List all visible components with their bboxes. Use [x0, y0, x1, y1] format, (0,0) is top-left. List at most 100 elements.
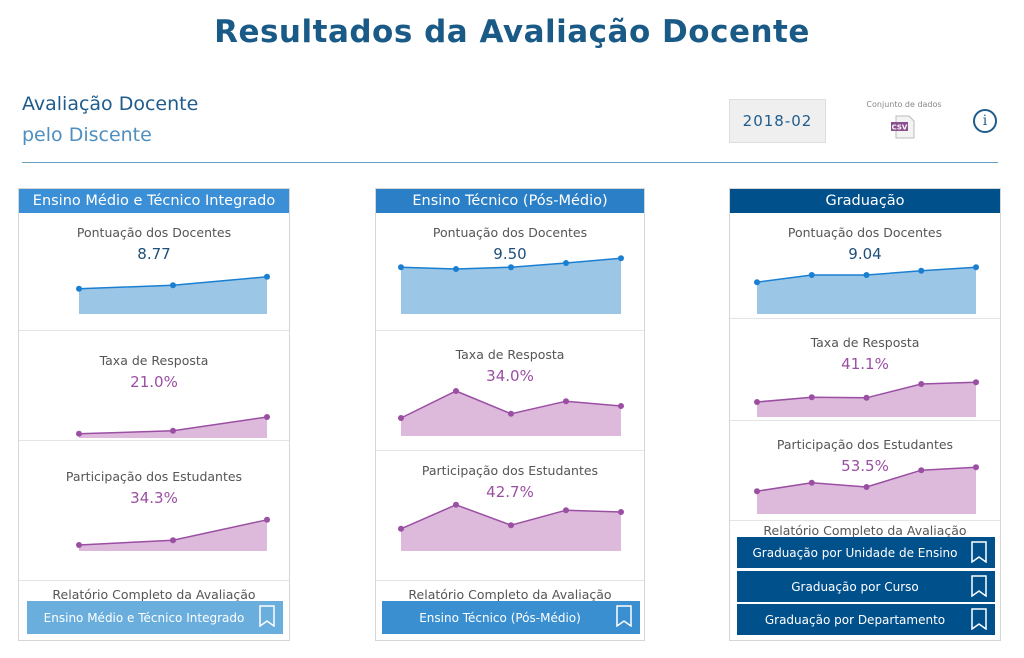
metric-value: 34.3% [130, 489, 178, 507]
info-icon[interactable]: i [973, 109, 997, 133]
report-button[interactable]: Graduação por Unidade de Ensino [737, 537, 995, 568]
metric-section [730, 213, 1000, 319]
sparkline-area [79, 417, 267, 438]
sparkline-point [918, 467, 925, 474]
sparkline-point [808, 479, 815, 486]
sparkline-area [79, 276, 267, 314]
sparkline-point [563, 398, 569, 405]
metric-label: Pontuação dos Docentes [432, 225, 588, 240]
period-selector[interactable]: 2018-02 [729, 99, 826, 143]
sparkline-chart [76, 516, 270, 551]
panel-3: Graduação Pontuação dos Docentes 9.04 Taxa … [729, 188, 1001, 641]
metric-label: Participação dos Estudantes [65, 469, 243, 484]
metric-value: 9.50 [493, 245, 527, 263]
report-button[interactable]: Graduação por Departamento [737, 604, 995, 635]
sparkline-point [453, 501, 459, 508]
metric-value: 41.1% [841, 355, 889, 373]
sparkline-chart [398, 388, 624, 436]
sparkline-area [757, 467, 976, 514]
sparkline-point [76, 285, 82, 292]
bookmark-icon [971, 575, 987, 597]
sparkline-chart [76, 273, 270, 314]
panel-2: Ensino Técnico (Pós-Médio) Pontuação dos … [375, 188, 645, 641]
metric-value: 21.0% [130, 373, 178, 391]
sparkline-point [264, 273, 270, 280]
report-button[interactable]: Ensino Médio e Técnico Integrado [27, 601, 283, 634]
metric-label: Taxa de Resposta [810, 335, 920, 350]
metric-label: Taxa de Resposta [455, 347, 565, 362]
bookmark-icon [971, 541, 987, 563]
metric-label: Pontuação dos Docentes [76, 225, 232, 240]
sparkline-chart [754, 264, 979, 314]
sparkline-point [508, 264, 514, 271]
metric-label: Taxa de Resposta [99, 353, 209, 368]
report-button-label: Graduação por Curso [791, 579, 919, 594]
divider [22, 162, 998, 163]
report-subtitle-secondary: pelo Discente [22, 124, 152, 146]
panel-header: Graduação [730, 189, 1000, 213]
sparkline-point [508, 522, 514, 529]
report-button[interactable]: Ensino Técnico (Pós-Médio) [382, 601, 640, 634]
sparkline-point [170, 282, 176, 289]
sparkline-area [79, 519, 267, 551]
metric-section [19, 441, 289, 581]
sparkline-point [973, 264, 979, 271]
sparkline-point [563, 260, 569, 266]
page-title: Resultados da Avaliação Docente [214, 14, 810, 50]
report-label: Relatório Completo da Avaliação [52, 587, 256, 602]
report-button-label: Graduação por Departamento [764, 612, 946, 627]
csv-file-icon[interactable]: CSV [890, 115, 916, 139]
metric-section [730, 319, 1000, 421]
metric-value: 9.04 [848, 245, 882, 263]
csv-text: CSV [892, 124, 908, 132]
report-subtitle: Avaliação Docente [22, 93, 199, 115]
metric-section [376, 213, 644, 331]
report-label: Relatório Completo da Avaliação [763, 523, 967, 538]
sparkline-point [264, 414, 270, 420]
panel-1: Ensino Médio e Técnico Integrado Pontuaçã… [18, 188, 290, 641]
metric-section [730, 421, 1000, 521]
sparkline-chart [398, 255, 624, 314]
sparkline-point [808, 272, 815, 278]
metric-section [376, 451, 644, 581]
sparkline-area [401, 258, 621, 314]
metric-label: Participação dos Estudantes [776, 437, 954, 452]
metric-section [19, 331, 289, 441]
bookmark-icon [971, 608, 987, 630]
sparkline-point [754, 279, 760, 286]
sparkline-chart [398, 501, 624, 551]
sparkline-point [973, 464, 979, 471]
report-button-label: Ensino Técnico (Pós-Médio) [419, 610, 581, 625]
sparkline-point [563, 507, 569, 514]
metric-section [19, 213, 289, 331]
dataset-label: Conjunto de dados [866, 100, 942, 109]
sparkline-point [398, 415, 404, 421]
sparkline-point [170, 427, 176, 434]
sparkline-point [508, 410, 514, 417]
sparkline-point [754, 488, 760, 495]
sparkline-point [918, 267, 925, 274]
report-button-label: Graduação por Unidade de Ensino [752, 545, 958, 560]
panel-header: Ensino Técnico (Pós-Médio) [376, 189, 644, 213]
metric-value: 34.0% [486, 367, 534, 385]
sparkline-point [863, 484, 870, 490]
sparkline-point [618, 255, 624, 262]
report-button-label: Ensino Médio e Técnico Integrado [43, 610, 245, 625]
metric-value: 42.7% [486, 483, 534, 501]
sparkline-chart [754, 464, 979, 514]
panel-header: Ensino Médio e Técnico Integrado [19, 189, 289, 213]
metric-value: 53.5% [841, 457, 889, 475]
sparkline-chart [754, 379, 979, 417]
report-button[interactable]: Graduação por Curso [737, 571, 995, 602]
bookmark-icon [616, 605, 632, 627]
sparkline-point [618, 509, 624, 515]
sparkline-point [264, 516, 270, 523]
sparkline-point [808, 394, 815, 401]
report-label: Relatório Completo da Avaliação [408, 587, 612, 602]
metric-section [376, 331, 644, 451]
sparkline-point [973, 379, 979, 386]
sparkline-point [618, 403, 624, 409]
bookmark-icon [259, 605, 275, 627]
sparkline-point [398, 525, 404, 532]
sparkline-point [76, 430, 82, 437]
